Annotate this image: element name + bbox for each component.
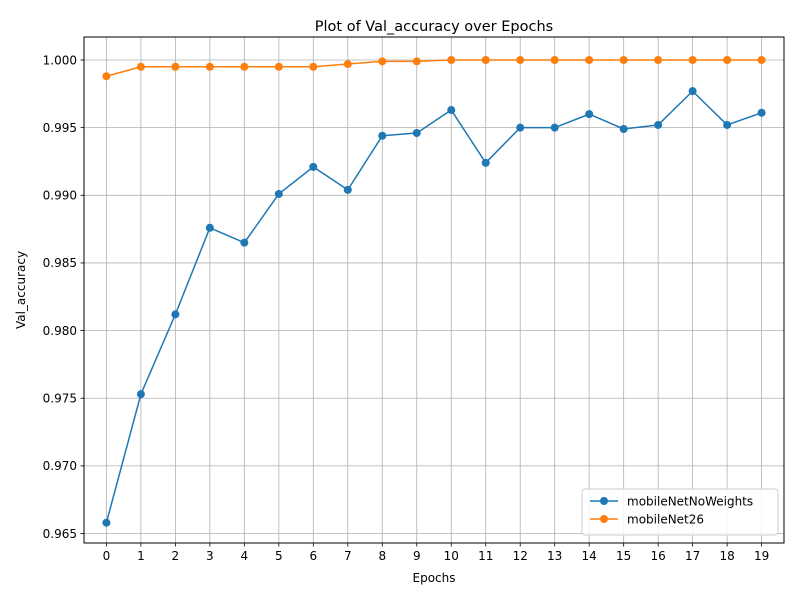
legend-item: mobileNet26 <box>590 512 704 526</box>
series-line <box>105 90 762 523</box>
x-tick-label: 7 <box>344 549 352 563</box>
y-tick-label: 1.000 <box>43 53 77 67</box>
data-point <box>619 125 628 133</box>
legend-label: mobileNetNoWeights <box>627 494 753 508</box>
data-point <box>240 238 249 247</box>
x-axis-label: Epochs <box>413 571 456 585</box>
data-point <box>343 60 352 69</box>
x-tick-label: 1 <box>137 549 145 563</box>
x-tick-label: 3 <box>206 549 214 563</box>
y-tick-label: 0.970 <box>43 459 77 473</box>
data-point <box>447 56 456 64</box>
x-tick-label: 9 <box>413 549 421 563</box>
series-mobileNet26 <box>102 56 766 81</box>
data-point <box>378 57 387 66</box>
legend: mobileNetNoWeights mobileNet26 <box>581 488 779 536</box>
data-point <box>757 56 766 64</box>
data-point <box>102 72 111 81</box>
x-tick-label: 10 <box>444 549 459 563</box>
y-tick-label: 0.995 <box>43 121 77 135</box>
data-point <box>654 56 663 64</box>
x-tick-label: 5 <box>275 549 283 563</box>
x-tick-label: 13 <box>547 549 562 563</box>
data-point <box>550 123 559 132</box>
y-tick-label: 0.975 <box>43 392 77 406</box>
x-tick-label: 11 <box>478 549 493 563</box>
x-tick-label: 8 <box>378 549 386 563</box>
y-tick-label: 0.990 <box>43 189 77 203</box>
grid-lines <box>84 37 784 543</box>
data-point <box>723 56 732 64</box>
data-point <box>240 62 249 71</box>
y-axis-label: Val_accuracy <box>14 251 28 329</box>
data-point <box>274 189 283 198</box>
data-point <box>412 129 421 138</box>
data-point <box>412 57 421 66</box>
x-tick-label: 14 <box>582 549 597 563</box>
x-tick-label: 15 <box>616 549 631 563</box>
x-tick-label: 19 <box>754 549 769 563</box>
y-tick-label: 0.985 <box>43 256 77 270</box>
data-point <box>205 223 214 232</box>
data-point <box>309 62 318 71</box>
data-point <box>343 185 352 194</box>
plot-area <box>83 36 785 544</box>
legend-box <box>581 488 779 536</box>
series-line <box>106 59 762 77</box>
data-point <box>205 62 214 71</box>
data-point <box>309 162 318 171</box>
x-tick-label: 17 <box>685 549 700 563</box>
x-tick-label: 16 <box>650 549 665 563</box>
data-point <box>619 56 628 64</box>
data-point <box>481 56 490 64</box>
data-point <box>102 518 111 527</box>
data-point <box>378 131 387 140</box>
x-tick-label: 12 <box>513 549 528 563</box>
data-point <box>723 120 732 129</box>
x-axis: 0 1 2 3 4 5 6 7 8 9 10 11 12 13 14 15 16 17 18 19 <box>103 543 769 563</box>
x-tick-label: 6 <box>309 549 317 563</box>
data-point <box>274 62 283 71</box>
legend-label: mobileNet26 <box>627 512 704 526</box>
y-axis: 0.965 0.970 0.975 0.980 0.985 0.990 0.995 1.000 <box>43 53 84 541</box>
data-point <box>757 108 766 117</box>
data-point <box>585 110 594 119</box>
data-point <box>654 120 663 129</box>
series-group <box>102 56 766 527</box>
legend-marker <box>600 515 608 523</box>
data-point <box>171 62 180 71</box>
x-tick-label: 18 <box>719 549 734 563</box>
x-tick-label: 0 <box>103 549 111 563</box>
series-mobileNetNoWeights <box>102 87 766 527</box>
data-point <box>516 123 525 132</box>
data-point <box>688 56 697 64</box>
chart-title: Plot of Val_accuracy over Epochs <box>315 19 553 35</box>
data-point <box>136 62 145 71</box>
y-tick-label: 0.980 <box>43 324 77 338</box>
data-point <box>550 56 559 64</box>
x-tick-label: 2 <box>172 549 180 563</box>
legend-marker <box>600 497 608 505</box>
data-point <box>585 56 594 64</box>
data-point <box>136 390 145 399</box>
legend-item: mobileNetNoWeights <box>590 494 753 508</box>
x-tick-label: 4 <box>241 549 249 563</box>
data-point <box>688 87 697 96</box>
data-point <box>516 56 525 64</box>
data-point <box>171 310 180 319</box>
data-point <box>447 106 456 115</box>
y-tick-label: 0.965 <box>43 527 77 541</box>
data-point <box>481 158 490 167</box>
